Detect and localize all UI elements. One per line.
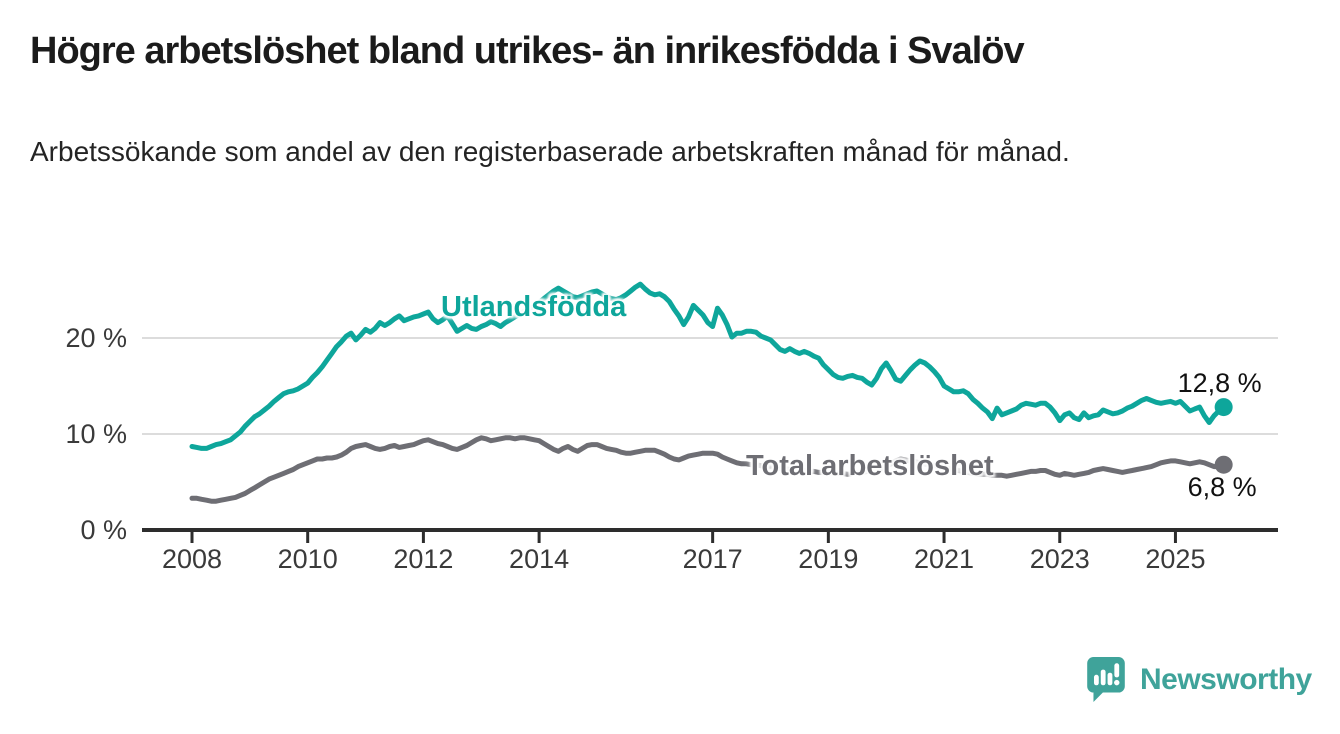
y-tick-label-0: 0 %	[80, 515, 127, 545]
x-axis-ticks	[190, 532, 1177, 543]
gridlines	[142, 337, 1278, 435]
chart-subtitle: Arbetssökande som andel av den registerb…	[30, 136, 1070, 167]
newsworthy-brand-text: Newsworthy	[1140, 662, 1312, 696]
x-tick-label-2019: 2019	[798, 544, 859, 574]
newsworthy-brand: Newsworthy	[1086, 656, 1312, 703]
chart-title: Högre arbetslöshet bland utrikes- än inr…	[30, 30, 1025, 72]
y-tick-label-10: 10 %	[65, 419, 127, 449]
series-line-total-arbetsloshet	[189, 435, 1227, 504]
series-line-utlandsfodda	[189, 281, 1227, 451]
series-end-dot-total	[1214, 455, 1233, 474]
series-label-utlandsfodda: Utlandsfödda	[441, 291, 627, 323]
x-tick-label-2023: 2023	[1029, 544, 1090, 574]
series-end-dot-utlandsfodda	[1214, 398, 1233, 417]
x-tick-label-2012: 2012	[393, 544, 454, 574]
newsworthy-logo-icon	[1087, 657, 1125, 702]
x-tick-label-2017: 2017	[682, 544, 743, 574]
x-tick-label-2010: 2010	[277, 544, 338, 574]
x-tick-label-2025: 2025	[1145, 544, 1206, 574]
end-value-label-total: 6,8 %	[1187, 471, 1257, 502]
end-value-label-utlandsfodda: 12,8 %	[1177, 368, 1262, 399]
x-tick-label-2008: 2008	[161, 544, 223, 574]
x-tick-label-2021: 2021	[914, 544, 975, 574]
y-tick-label-20: 20 %	[65, 323, 127, 353]
series-label-total-arbetsloshet: Total arbetslöshet	[746, 450, 994, 482]
x-tick-label-2014: 2014	[509, 544, 570, 574]
